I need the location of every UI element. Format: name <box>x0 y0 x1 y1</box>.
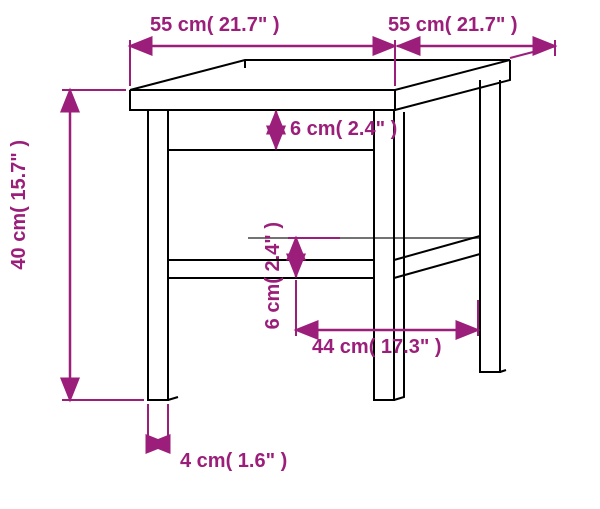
label-gap-mid: 6 cm( 2.4" ) <box>262 222 285 329</box>
label-shelf-inner: 44 cm( 17.3" ) <box>312 336 442 359</box>
label-top-depth: 55 cm( 21.7" ) <box>388 14 518 37</box>
shelf-side-bottom <box>394 254 480 278</box>
leg-back-right <box>480 80 500 372</box>
tabletop-face <box>130 60 510 90</box>
dimension-lines <box>62 40 556 450</box>
label-height: 40 cm( 15.7" ) <box>8 140 31 270</box>
label-top-width: 55 cm( 21.7" ) <box>150 14 280 37</box>
leg-fl-side-bottom <box>168 397 178 400</box>
label-leg-width: 4 cm( 1.6" ) <box>180 450 287 473</box>
tabletop-front-edge <box>130 90 395 110</box>
leg-front-left <box>148 110 168 400</box>
label-gap-top: 6 cm( 2.4" ) <box>290 118 397 141</box>
table-diagram <box>0 0 600 509</box>
shelf-side-top <box>394 236 480 260</box>
